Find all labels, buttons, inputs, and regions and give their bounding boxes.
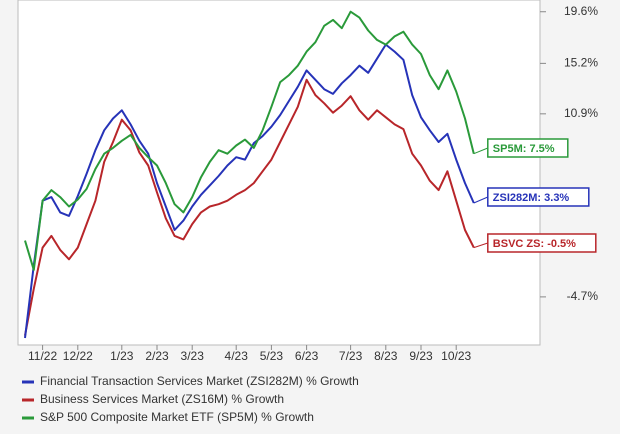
x-tick-label: 5/23 (260, 349, 284, 363)
y-tick-label: 15.2% (564, 56, 598, 70)
x-tick-label: 3/23 (181, 349, 205, 363)
x-tick-label: 7/23 (339, 349, 363, 363)
legend-label: Financial Transaction Services Market (Z… (40, 374, 359, 388)
callout-pointer (473, 196, 488, 204)
y-tick-label: 19.6% (564, 4, 598, 18)
callout-box (487, 138, 569, 158)
legend-label: S&P 500 Composite Market ETF (SP5M) % Gr… (40, 410, 314, 424)
x-tick-label: 4/23 (225, 349, 249, 363)
callout-box (487, 187, 590, 207)
x-tick-label: 6/23 (295, 349, 319, 363)
y-tick-label: 10.9% (564, 106, 598, 120)
x-tick-label: 8/23 (374, 349, 398, 363)
callout-label: BSVC ZS: -0.5% (493, 238, 576, 250)
x-tick-label: 10/23 (441, 349, 471, 363)
x-tick-label: 2/23 (145, 349, 169, 363)
series-line (24, 10, 475, 271)
callout-box (487, 233, 597, 253)
x-tick-label: 11/22 (28, 349, 57, 363)
callout-label: SP5M: 7.5% (493, 143, 555, 155)
x-tick-label: 1/23 (110, 349, 134, 363)
y-tick-label: -4.7% (567, 289, 599, 303)
callout-label: ZSI282M: 3.3% (493, 192, 570, 204)
series-line (24, 78, 475, 336)
legend-label: Business Services Market (ZS16M) % Growt… (40, 392, 284, 406)
callout-pointer (473, 242, 488, 249)
x-tick-label: 9/23 (409, 349, 433, 363)
x-tick-label: 12/22 (63, 349, 93, 363)
series-line (24, 43, 475, 339)
plot-area (17, 0, 541, 346)
callout-pointer (473, 147, 488, 155)
